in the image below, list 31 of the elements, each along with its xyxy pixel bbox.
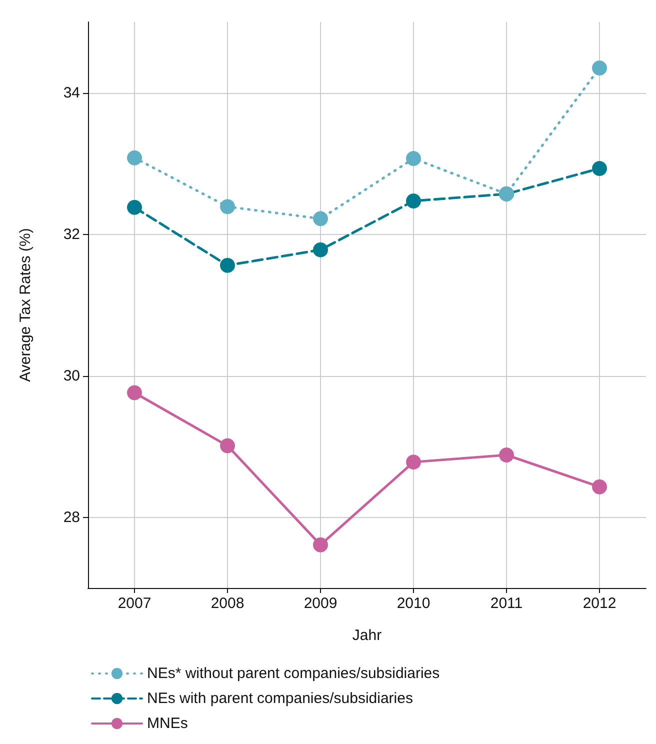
y-axis-title: Average Tax Rates (%) (17, 228, 34, 382)
x-tick-label: 2011 (490, 595, 523, 612)
legend-label: NEs with parent companies/subsidiaries (147, 690, 413, 707)
point (127, 385, 142, 400)
point (313, 211, 328, 226)
point (592, 479, 607, 494)
point (313, 242, 328, 258)
point (406, 454, 421, 470)
x-tick-label: 2007 (118, 595, 152, 612)
x-tick-label: 2008 (210, 595, 244, 612)
point (313, 537, 328, 552)
legend-label: NEs* without parent companies/subsidiaries (147, 665, 440, 682)
point (592, 60, 607, 76)
point (220, 258, 235, 273)
point (220, 438, 235, 454)
x-tick-label: 2012 (582, 595, 616, 612)
point (406, 151, 421, 166)
point (406, 194, 421, 208)
point (220, 199, 235, 214)
point (127, 200, 142, 215)
y-tick-label: 34 (63, 84, 80, 102)
y-tick-label: 32 (63, 226, 80, 243)
x-axis-title: Jahr (352, 627, 382, 644)
legend-label: MNEs (147, 715, 188, 732)
point (127, 150, 142, 166)
x-tick-label: 2010 (396, 595, 430, 612)
y-tick-label: 28 (63, 508, 80, 526)
y-tick-label: 30 (63, 367, 80, 384)
point (499, 447, 514, 462)
point (592, 160, 607, 176)
x-tick-label: 2009 (304, 595, 338, 612)
